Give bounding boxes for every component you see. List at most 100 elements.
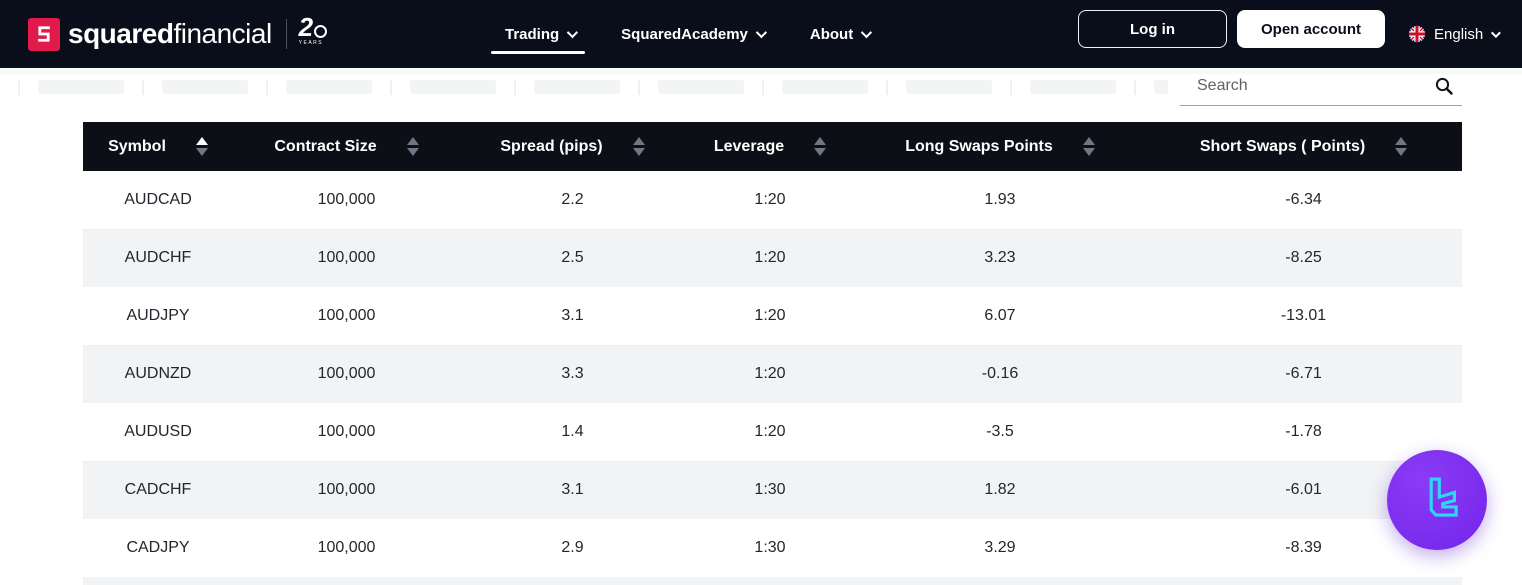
table-cell: AUDNZD — [83, 345, 233, 403]
table-cell: AUDCHF — [83, 229, 233, 287]
table-cell: 2.5 — [460, 229, 685, 287]
anniversary-label: years — [298, 40, 324, 46]
column-label: Leverage — [713, 137, 785, 155]
table-cell: 1:20 — [685, 345, 855, 403]
uk-flag-icon — [1408, 25, 1426, 43]
table-cell: CADJPY — [83, 519, 233, 578]
table-cell: 1:30 — [685, 519, 855, 578]
table-cell: 3.29 — [855, 519, 1145, 578]
sort-arrows-icon[interactable] — [814, 137, 827, 156]
anniversary-zero-ring — [314, 25, 328, 38]
top-navbar: squaredfinancial 2 years Trading Squared… — [0, 0, 1522, 68]
sort-arrows-icon[interactable] — [1395, 137, 1408, 156]
column-header-contract-size[interactable]: Contract Size — [233, 122, 460, 171]
ghost-text-line — [0, 69, 1522, 74]
table-row: AUDCAD 100,000 2.2 1:20 1.93 -6.34 — [83, 171, 1462, 230]
column-label: Long Swaps Points — [905, 137, 1053, 155]
table-row: CADCHF 100,000 3.1 1:30 1.82 -6.01 — [83, 461, 1462, 519]
column-header-long-swaps-points[interactable]: Long Swaps Points — [855, 122, 1145, 171]
table-row: CADJPY 100,000 2.9 1:30 3.29 -8.39 — [83, 519, 1462, 578]
brand-logo[interactable]: squaredfinancial 2 years — [28, 0, 328, 68]
table-cell: -1.78 — [1145, 403, 1462, 462]
table-cell: 3.1 — [460, 461, 685, 519]
table-row: AUDCHF 100,000 2.5 1:20 3.23 -8.25 — [83, 229, 1462, 287]
chevron-down-icon — [860, 26, 873, 39]
chevron-down-icon — [1491, 27, 1502, 38]
chat-widget-button[interactable] — [1387, 450, 1487, 550]
nav-item-about[interactable]: About — [809, 0, 873, 68]
table-cell: 100,000 — [233, 345, 460, 403]
chat-widget-logo-icon — [1429, 477, 1458, 517]
nav-item-trading-label: Trading — [505, 25, 560, 43]
table-cell: 100,000 — [233, 171, 460, 230]
nav-item-about-label: About — [809, 25, 854, 43]
anniversary-digit: 2 — [298, 12, 314, 42]
column-header-spread-pips[interactable]: Spread (pips) — [460, 122, 685, 171]
table-cell: 1:20 — [685, 287, 855, 346]
table-cell: -3.5 — [855, 403, 1145, 462]
brand-name-bold: squared — [68, 18, 174, 49]
search-field — [1180, 66, 1462, 106]
table-row: AUDUSD 100,000 1.4 1:20 -3.5 -1.78 — [83, 403, 1462, 462]
chevron-down-icon — [755, 26, 767, 39]
table-cell: CADCHF — [83, 461, 233, 519]
table-cell: -8.25 — [1145, 229, 1462, 287]
sort-arrows-icon[interactable] — [632, 137, 645, 156]
table-cell: 3.3 — [460, 345, 685, 403]
table-header-row: Symbol Contract Size Spread (pips) Leverage… — [83, 122, 1462, 171]
table-cell: 1.4 — [460, 403, 685, 462]
ghost-links-row — [18, 79, 1168, 95]
table-cell: -6.71 — [1145, 345, 1462, 403]
sort-arrows-icon[interactable] — [195, 137, 208, 156]
logo-divider — [285, 19, 287, 49]
table-cell: 2.9 — [460, 519, 685, 578]
log-in-button[interactable]: Log in — [1078, 10, 1227, 48]
search-input[interactable] — [1180, 76, 1434, 95]
table-cell: 1:20 — [685, 229, 855, 287]
table-cell: -6.34 — [1145, 171, 1462, 230]
brand-name-light: financial — [173, 18, 272, 49]
brand-name: squaredfinancial — [68, 18, 272, 50]
table-row: AUDJPY 100,000 3.1 1:20 6.07 -13.01 — [83, 287, 1462, 346]
table-cell: 3.23 — [855, 229, 1145, 287]
table-cell: -0.16 — [855, 345, 1145, 403]
table-cell: 1:30 — [685, 461, 855, 519]
column-header-leverage[interactable]: Leverage — [685, 122, 855, 171]
trading-instruments-table: Symbol Contract Size Spread (pips) Leverage… — [83, 122, 1462, 578]
table-cell: 3.1 — [460, 287, 685, 346]
nav-item-trading[interactable]: Trading — [490, 0, 586, 68]
table-cell: 100,000 — [233, 403, 460, 462]
column-label: Contract Size — [274, 137, 377, 155]
table-cell: 100,000 — [233, 519, 460, 578]
table-cell: 100,000 — [233, 229, 460, 287]
column-label: Spread (pips) — [500, 137, 603, 155]
column-header-symbol[interactable]: Symbol — [83, 122, 233, 171]
nav-item-squaredacademy-label: SquaredAcademy — [621, 25, 748, 43]
column-header-short-swaps-points[interactable]: Short Swaps ( Points) — [1145, 122, 1462, 171]
chevron-down-icon — [566, 26, 579, 39]
table-cell: 1:20 — [685, 403, 855, 462]
table-cell: 1:20 — [685, 171, 855, 230]
table-row: AUDNZD 100,000 3.3 1:20 -0.16 -6.71 — [83, 345, 1462, 403]
table-cell: 6.07 — [855, 287, 1145, 346]
table-cell: 1.93 — [855, 171, 1145, 230]
squaredfinancial-logo-icon — [28, 17, 60, 51]
swap-table-body: AUDCAD 100,000 2.2 1:20 1.93 -6.34 AUDCHF 100,0… — [83, 171, 1462, 578]
language-label: English — [1434, 25, 1484, 43]
table-cell: 2.2 — [460, 171, 685, 230]
nav-item-squaredacademy[interactable]: SquaredAcademy — [621, 0, 767, 68]
open-account-button[interactable]: Open account — [1237, 10, 1385, 48]
sort-arrows-icon[interactable] — [406, 137, 419, 156]
table-cell: AUDUSD — [83, 403, 233, 462]
table-cell: AUDJPY — [83, 287, 233, 346]
main-nav: Trading SquaredAcademy About — [490, 0, 873, 68]
table-cell: AUDCAD — [83, 171, 233, 230]
anniversary-20-years-badge: 2 years — [298, 12, 328, 54]
column-label: Short Swaps ( Points) — [1199, 137, 1366, 155]
sort-arrows-icon[interactable] — [1082, 137, 1095, 156]
search-icon[interactable] — [1434, 76, 1454, 96]
table-cell: 1.82 — [855, 461, 1145, 519]
next-row-partial — [83, 577, 1462, 585]
language-selector[interactable]: English — [1408, 0, 1502, 68]
